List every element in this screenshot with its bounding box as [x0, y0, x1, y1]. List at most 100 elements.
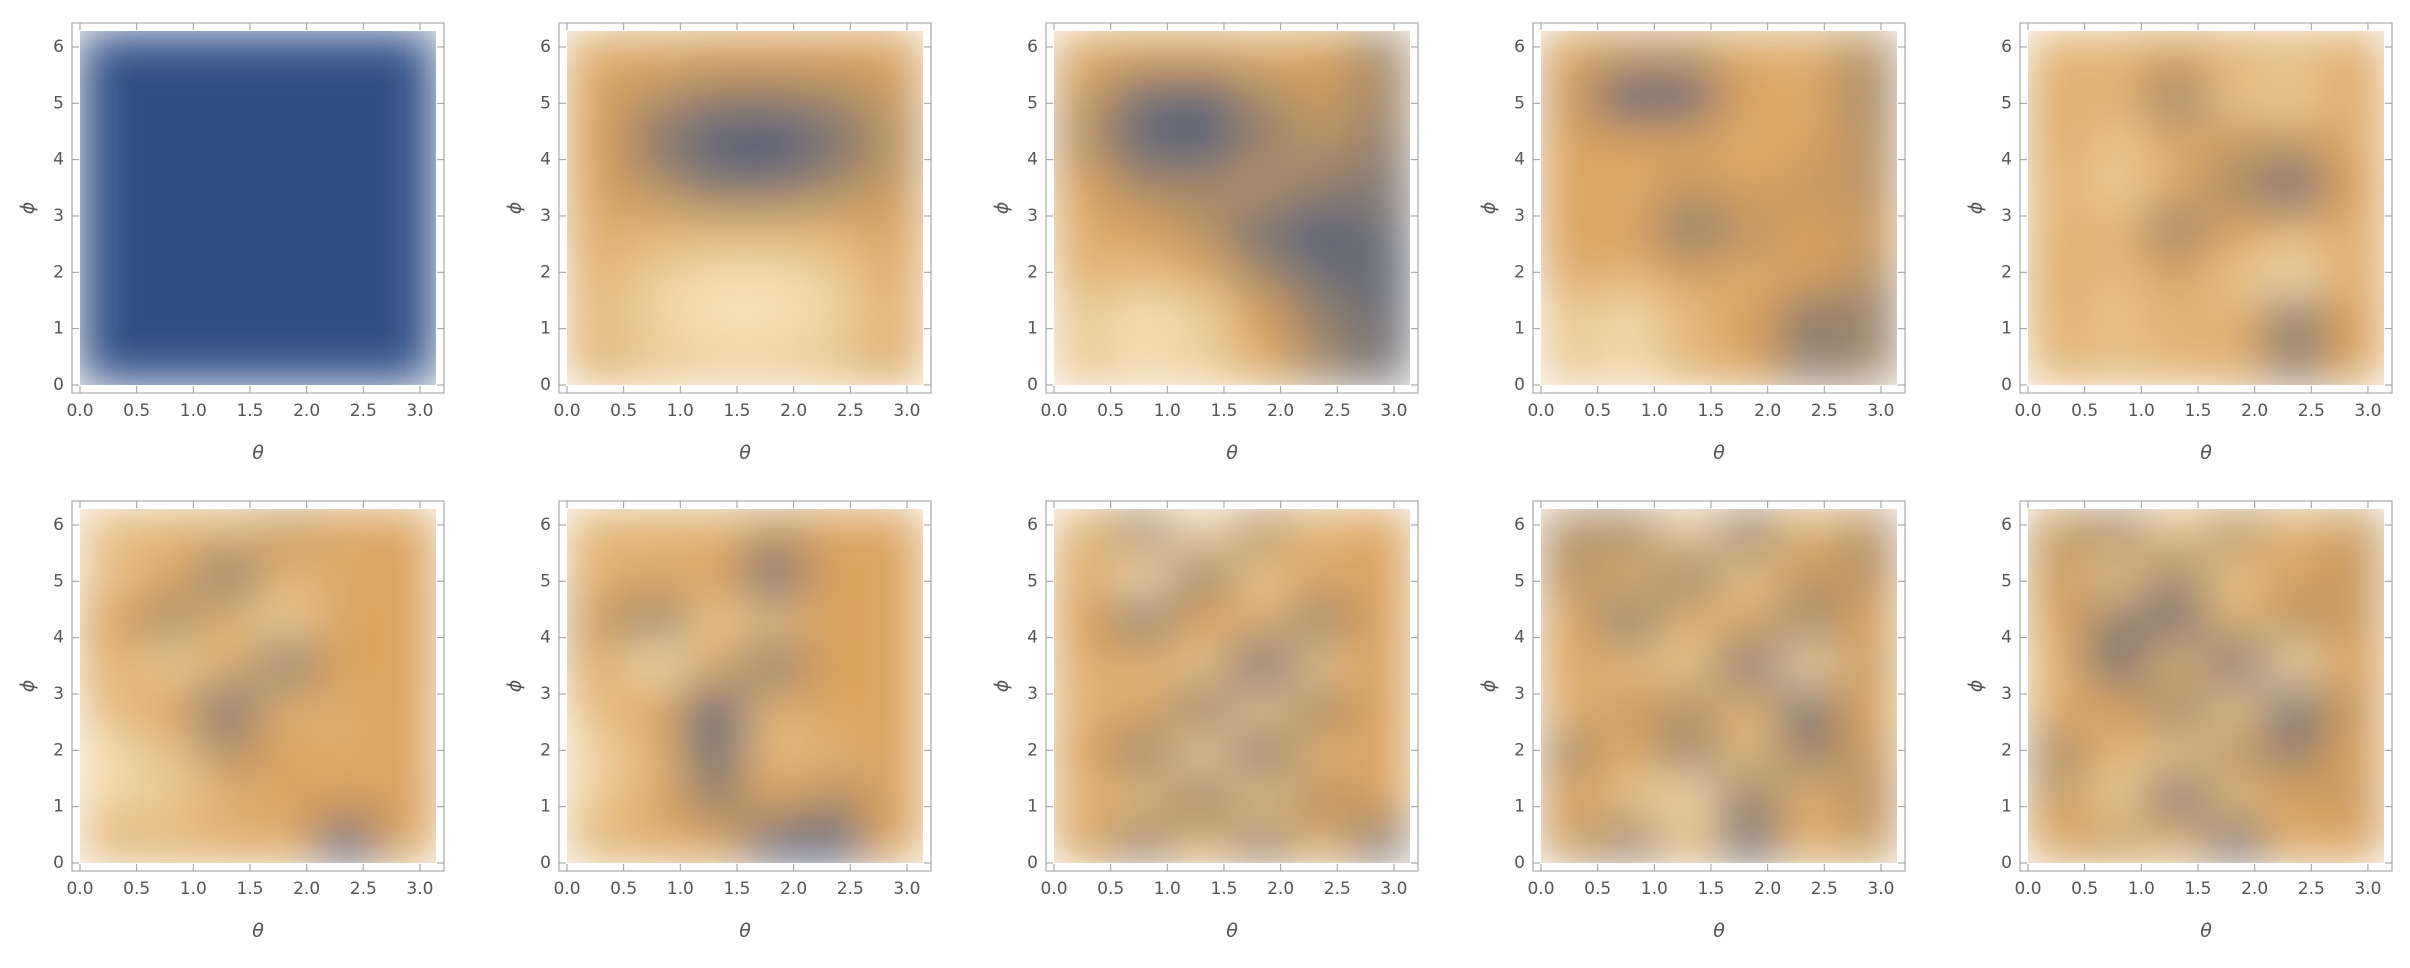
- y-tick-label: 2: [2001, 262, 2012, 282]
- density-field: [1541, 509, 1897, 863]
- x-tick-label: 0.0: [2014, 879, 2041, 899]
- density-cell: [1112, 552, 1174, 598]
- x-tick-label: 2.5: [350, 401, 377, 421]
- density-cell: [1718, 597, 1779, 643]
- y-tick-label: 6: [1514, 37, 1525, 57]
- x-tick-label: 2.0: [2241, 879, 2268, 899]
- density-cell: [316, 641, 378, 687]
- density-cell: [744, 818, 805, 863]
- density-cell: [1837, 641, 1897, 687]
- density-cell: [80, 296, 140, 342]
- y-tick-label: 1: [1514, 319, 1525, 339]
- density-cell: [1541, 340, 1601, 385]
- density-cell: [685, 296, 746, 342]
- y-tick-label: 1: [1514, 797, 1525, 817]
- density-cells: [1541, 509, 1897, 863]
- density-cell: [863, 597, 923, 643]
- density-cell: [1718, 818, 1779, 863]
- density-cell: [198, 509, 259, 554]
- density-cells: [2028, 31, 2384, 385]
- density-cell: [2086, 296, 2148, 342]
- x-tick-label: 1.0: [1154, 401, 1181, 421]
- x-tick-label: 1.5: [1697, 879, 1724, 899]
- density-cell: [863, 119, 923, 165]
- x-tick-label: 1.0: [1641, 401, 1668, 421]
- density-cell: [1541, 685, 1601, 731]
- x-tick-label: 1.5: [2184, 879, 2211, 899]
- density-cell: [1541, 818, 1601, 863]
- x-tick-label: 2.5: [1324, 879, 1351, 899]
- density-cell: [316, 552, 378, 598]
- density-cell: [1172, 729, 1233, 775]
- density-cell: [1231, 251, 1292, 297]
- density-cell: [2264, 74, 2326, 120]
- density-cell: [1541, 641, 1601, 687]
- density-cell: [685, 74, 746, 120]
- density-cell: [567, 340, 627, 385]
- density-cell: [2146, 774, 2207, 820]
- density-cell: [2264, 119, 2326, 165]
- density-cell: [685, 119, 746, 165]
- y-tick-label: 4: [2001, 150, 2012, 170]
- density-field: [2028, 31, 2384, 385]
- density-cells: [2028, 509, 2384, 863]
- density-cell: [138, 251, 200, 297]
- density-cell: [138, 509, 200, 554]
- y-tick-label: 5: [2001, 571, 2012, 591]
- density-cell: [2324, 74, 2384, 120]
- density-cells: [1541, 31, 1897, 385]
- density-cell: [803, 552, 865, 598]
- density-cell: [1718, 31, 1779, 76]
- x-tick-label: 2.0: [1267, 401, 1294, 421]
- density-cell: [1290, 509, 1352, 554]
- density-cell: [2146, 251, 2207, 297]
- density-cell: [1599, 509, 1661, 554]
- density-cell: [316, 119, 378, 165]
- x-tick-label: 0.5: [2071, 401, 2098, 421]
- density-cell: [80, 729, 140, 775]
- density-cell: [2146, 729, 2207, 775]
- density-cell: [1837, 296, 1897, 342]
- x-tick-label: 2.5: [1811, 879, 1838, 899]
- density-cell: [625, 207, 687, 253]
- density-cell: [1112, 119, 1174, 165]
- density-cell: [1054, 296, 1114, 342]
- density-cell: [744, 685, 805, 731]
- y-tick-label: 6: [1027, 37, 1038, 57]
- density-cell: [744, 251, 805, 297]
- density-cell: [1541, 163, 1601, 209]
- y-tick-label: 1: [2001, 797, 2012, 817]
- density-cell: [1718, 119, 1779, 165]
- x-tick-label: 1.5: [236, 879, 263, 899]
- frame: [71, 22, 445, 394]
- density-cell: [257, 597, 318, 643]
- density-cell: [2086, 251, 2148, 297]
- density-cell: [1112, 685, 1174, 731]
- density-cell: [376, 774, 436, 820]
- density-cell: [2086, 597, 2148, 643]
- density-cell: [1599, 774, 1661, 820]
- density-cell: [376, 641, 436, 687]
- density-cell: [198, 774, 259, 820]
- density-cell: [567, 509, 627, 554]
- x-tick-label: 0.5: [1584, 401, 1611, 421]
- density-cell: [803, 340, 865, 385]
- density-cell: [2146, 163, 2207, 209]
- density-cell: [685, 818, 746, 863]
- density-cell: [80, 685, 140, 731]
- density-cell: [744, 641, 805, 687]
- density-cell: [2086, 509, 2148, 554]
- density-cell: [625, 163, 687, 209]
- density-cell: [2028, 340, 2088, 385]
- density-cell: [625, 31, 687, 76]
- density-cell: [1290, 552, 1352, 598]
- density-cell: [1054, 340, 1114, 385]
- density-cell: [803, 207, 865, 253]
- density-cell: [376, 818, 436, 863]
- density-cell: [138, 340, 200, 385]
- density-cell: [803, 641, 865, 687]
- density-field: [567, 31, 923, 385]
- y-tick-label: 0: [1027, 375, 1038, 395]
- density-cell: [2264, 251, 2326, 297]
- x-tick-label: 2.5: [350, 879, 377, 899]
